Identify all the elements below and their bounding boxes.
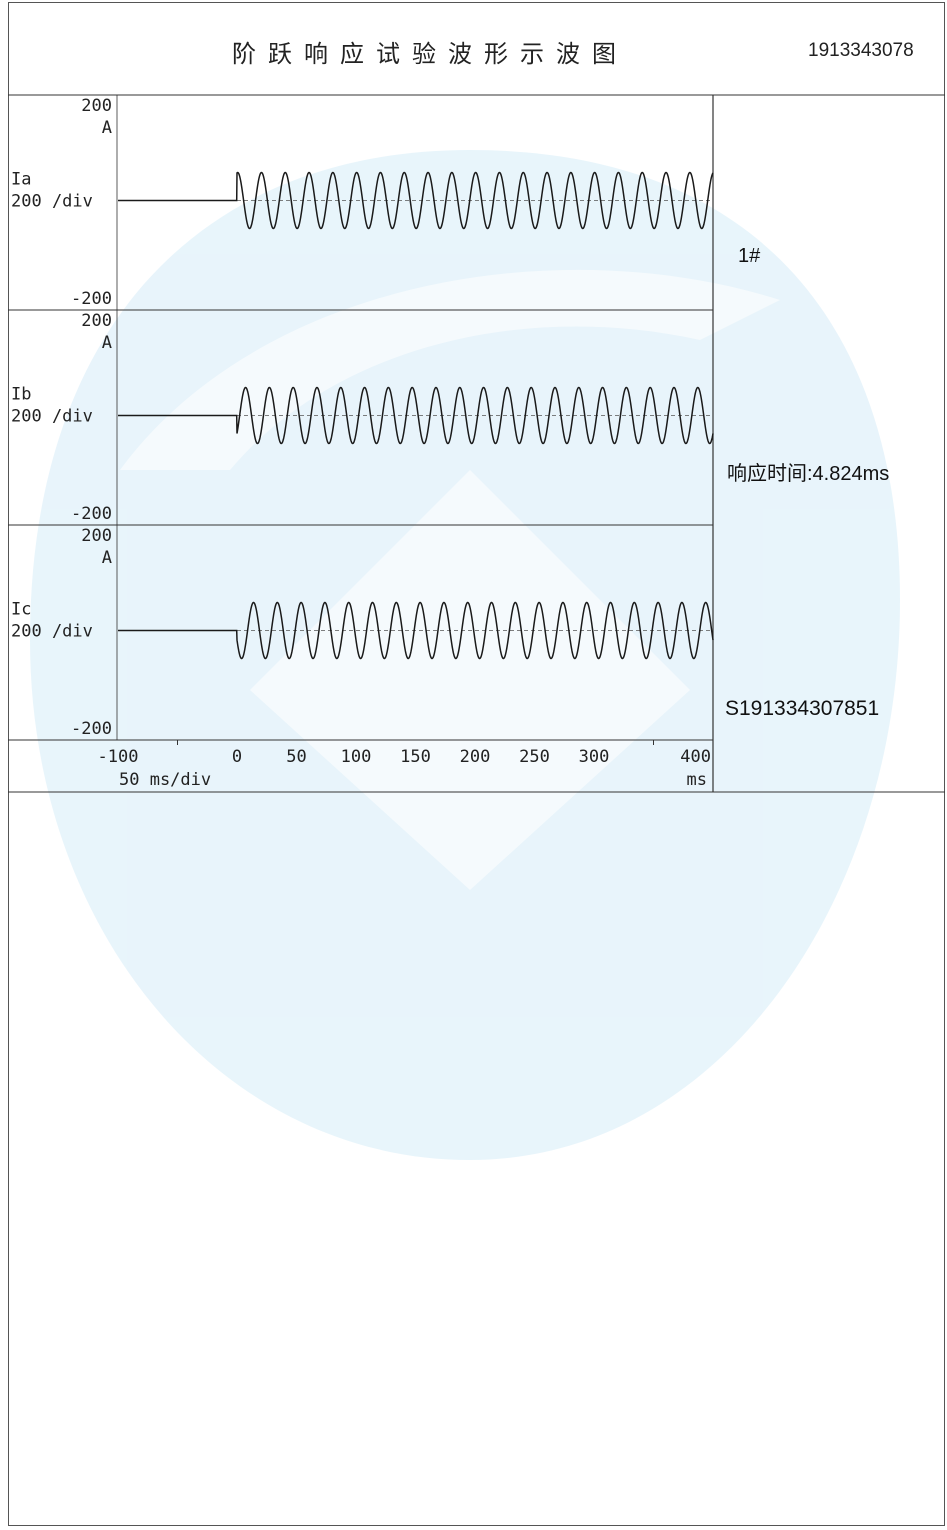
- waveform-trace: [118, 601, 714, 660]
- page-frame: [8, 2, 945, 1526]
- x-tick-label: 300: [579, 747, 610, 767]
- watermark-shape: [30, 150, 900, 1160]
- scope-frame: [8, 94, 945, 793]
- unit-label: A: [102, 548, 112, 568]
- x-tick-label: 150: [400, 747, 431, 767]
- x-tick-label: 100: [341, 747, 372, 767]
- unit-label: A: [102, 333, 112, 353]
- x-axis: -100 0 50 100 150 200 250 300 400 50 ms/div ms: [98, 740, 711, 790]
- ymax-label: 200: [81, 96, 112, 116]
- x-unit-label: ms: [687, 770, 707, 790]
- channel-name: Ib: [11, 385, 31, 405]
- channel-name: Ia: [11, 170, 31, 190]
- ymin-label: -200: [71, 504, 112, 524]
- device-label: 1#: [738, 245, 761, 267]
- scale-label: 200 /div: [11, 407, 93, 427]
- response-time: 响应时间:4.824ms: [727, 463, 890, 485]
- waveform-trace: [118, 386, 714, 445]
- channel-name: Ic: [11, 600, 31, 620]
- ymax-label: 200: [81, 526, 112, 546]
- x-tick-label: 400: [680, 747, 711, 767]
- x-tick-label: 50: [286, 747, 306, 767]
- ymax-label: 200: [81, 311, 112, 331]
- scale-label: 200 /div: [11, 192, 93, 212]
- x-tick-label: -100: [98, 747, 139, 767]
- x-tick-label: 250: [519, 747, 550, 767]
- waveform-trace: [118, 171, 714, 230]
- ymin-label: -200: [71, 719, 112, 739]
- scale-label: 200 /div: [11, 622, 93, 642]
- x-scale-label: 50 ms/div: [119, 770, 211, 790]
- serial-number: S191334307851: [725, 697, 880, 720]
- ymin-label: -200: [71, 289, 112, 309]
- page-title: 阶跃响应试验波形示波图: [232, 40, 628, 68]
- x-tick-label: 0: [232, 747, 242, 767]
- report-id: 1913343078: [808, 40, 914, 61]
- unit-label: A: [102, 118, 112, 138]
- x-tick-label: 200: [460, 747, 491, 767]
